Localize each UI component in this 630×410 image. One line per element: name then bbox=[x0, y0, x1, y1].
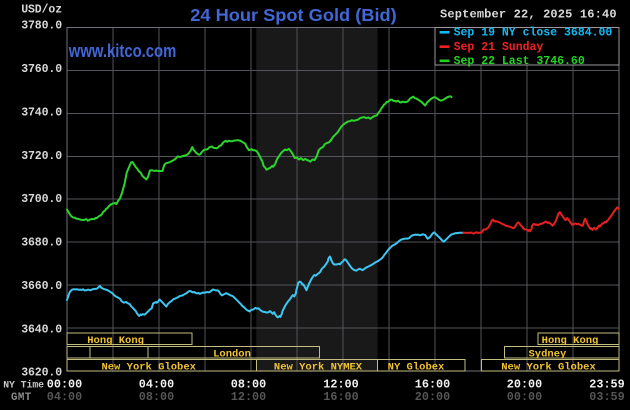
svg-text:24 Hour Spot Gold (Bid): 24 Hour Spot Gold (Bid) bbox=[190, 5, 396, 25]
svg-text:08:00: 08:00 bbox=[139, 390, 174, 404]
svg-text:3680.0: 3680.0 bbox=[21, 237, 62, 250]
svg-text:12:00: 12:00 bbox=[323, 377, 358, 391]
svg-text:London: London bbox=[213, 349, 251, 361]
svg-text:GMT: GMT bbox=[11, 392, 32, 404]
svg-text:www.kitco.com: www.kitco.com bbox=[68, 41, 176, 61]
svg-text:16:00: 16:00 bbox=[415, 377, 450, 391]
svg-text:September 22, 2025 16:40: September 22, 2025 16:40 bbox=[440, 8, 617, 22]
svg-text:3720.0: 3720.0 bbox=[21, 150, 62, 163]
svg-text:04:00: 04:00 bbox=[139, 377, 174, 391]
svg-text:3740.0: 3740.0 bbox=[21, 106, 62, 119]
svg-text:New York Globex: New York Globex bbox=[101, 362, 196, 374]
svg-text:Sydney: Sydney bbox=[528, 349, 567, 361]
svg-text:00:00: 00:00 bbox=[47, 377, 82, 391]
svg-text:Hong Kong: Hong Kong bbox=[542, 335, 599, 347]
svg-text:3700.0: 3700.0 bbox=[21, 193, 62, 206]
svg-text:16:00: 16:00 bbox=[323, 390, 358, 404]
svg-text:04:00: 04:00 bbox=[47, 390, 82, 404]
svg-text:3660.0: 3660.0 bbox=[21, 280, 62, 293]
svg-text:Sep 19 NY close 3684.00: Sep 19 NY close 3684.00 bbox=[454, 27, 613, 40]
svg-text:12:00: 12:00 bbox=[231, 390, 266, 404]
svg-text:3780.0: 3780.0 bbox=[21, 20, 62, 33]
svg-text:NY Globex: NY Globex bbox=[388, 362, 445, 374]
svg-text:00:00: 00:00 bbox=[507, 390, 542, 404]
svg-text:03:59: 03:59 bbox=[589, 390, 624, 404]
svg-text:3640.0: 3640.0 bbox=[21, 323, 62, 336]
svg-text:08:00: 08:00 bbox=[231, 377, 266, 391]
svg-text:Sep 22 Last 3746.60: Sep 22 Last 3746.60 bbox=[454, 55, 585, 68]
svg-text:Hong Kong: Hong Kong bbox=[87, 335, 144, 347]
svg-text:New York NYMEX: New York NYMEX bbox=[274, 362, 363, 374]
svg-text:20:00: 20:00 bbox=[507, 377, 542, 391]
svg-text:23:59: 23:59 bbox=[589, 377, 624, 391]
svg-text:3620.0: 3620.0 bbox=[21, 367, 62, 380]
svg-text:20:00: 20:00 bbox=[415, 390, 450, 404]
svg-text:NY Time: NY Time bbox=[3, 379, 44, 390]
svg-text:3760.0: 3760.0 bbox=[21, 63, 62, 76]
svg-text:USD/oz: USD/oz bbox=[21, 4, 62, 17]
svg-text:Sep 21 Sunday: Sep 21 Sunday bbox=[454, 41, 544, 54]
svg-text:New York Globex: New York Globex bbox=[501, 362, 596, 374]
